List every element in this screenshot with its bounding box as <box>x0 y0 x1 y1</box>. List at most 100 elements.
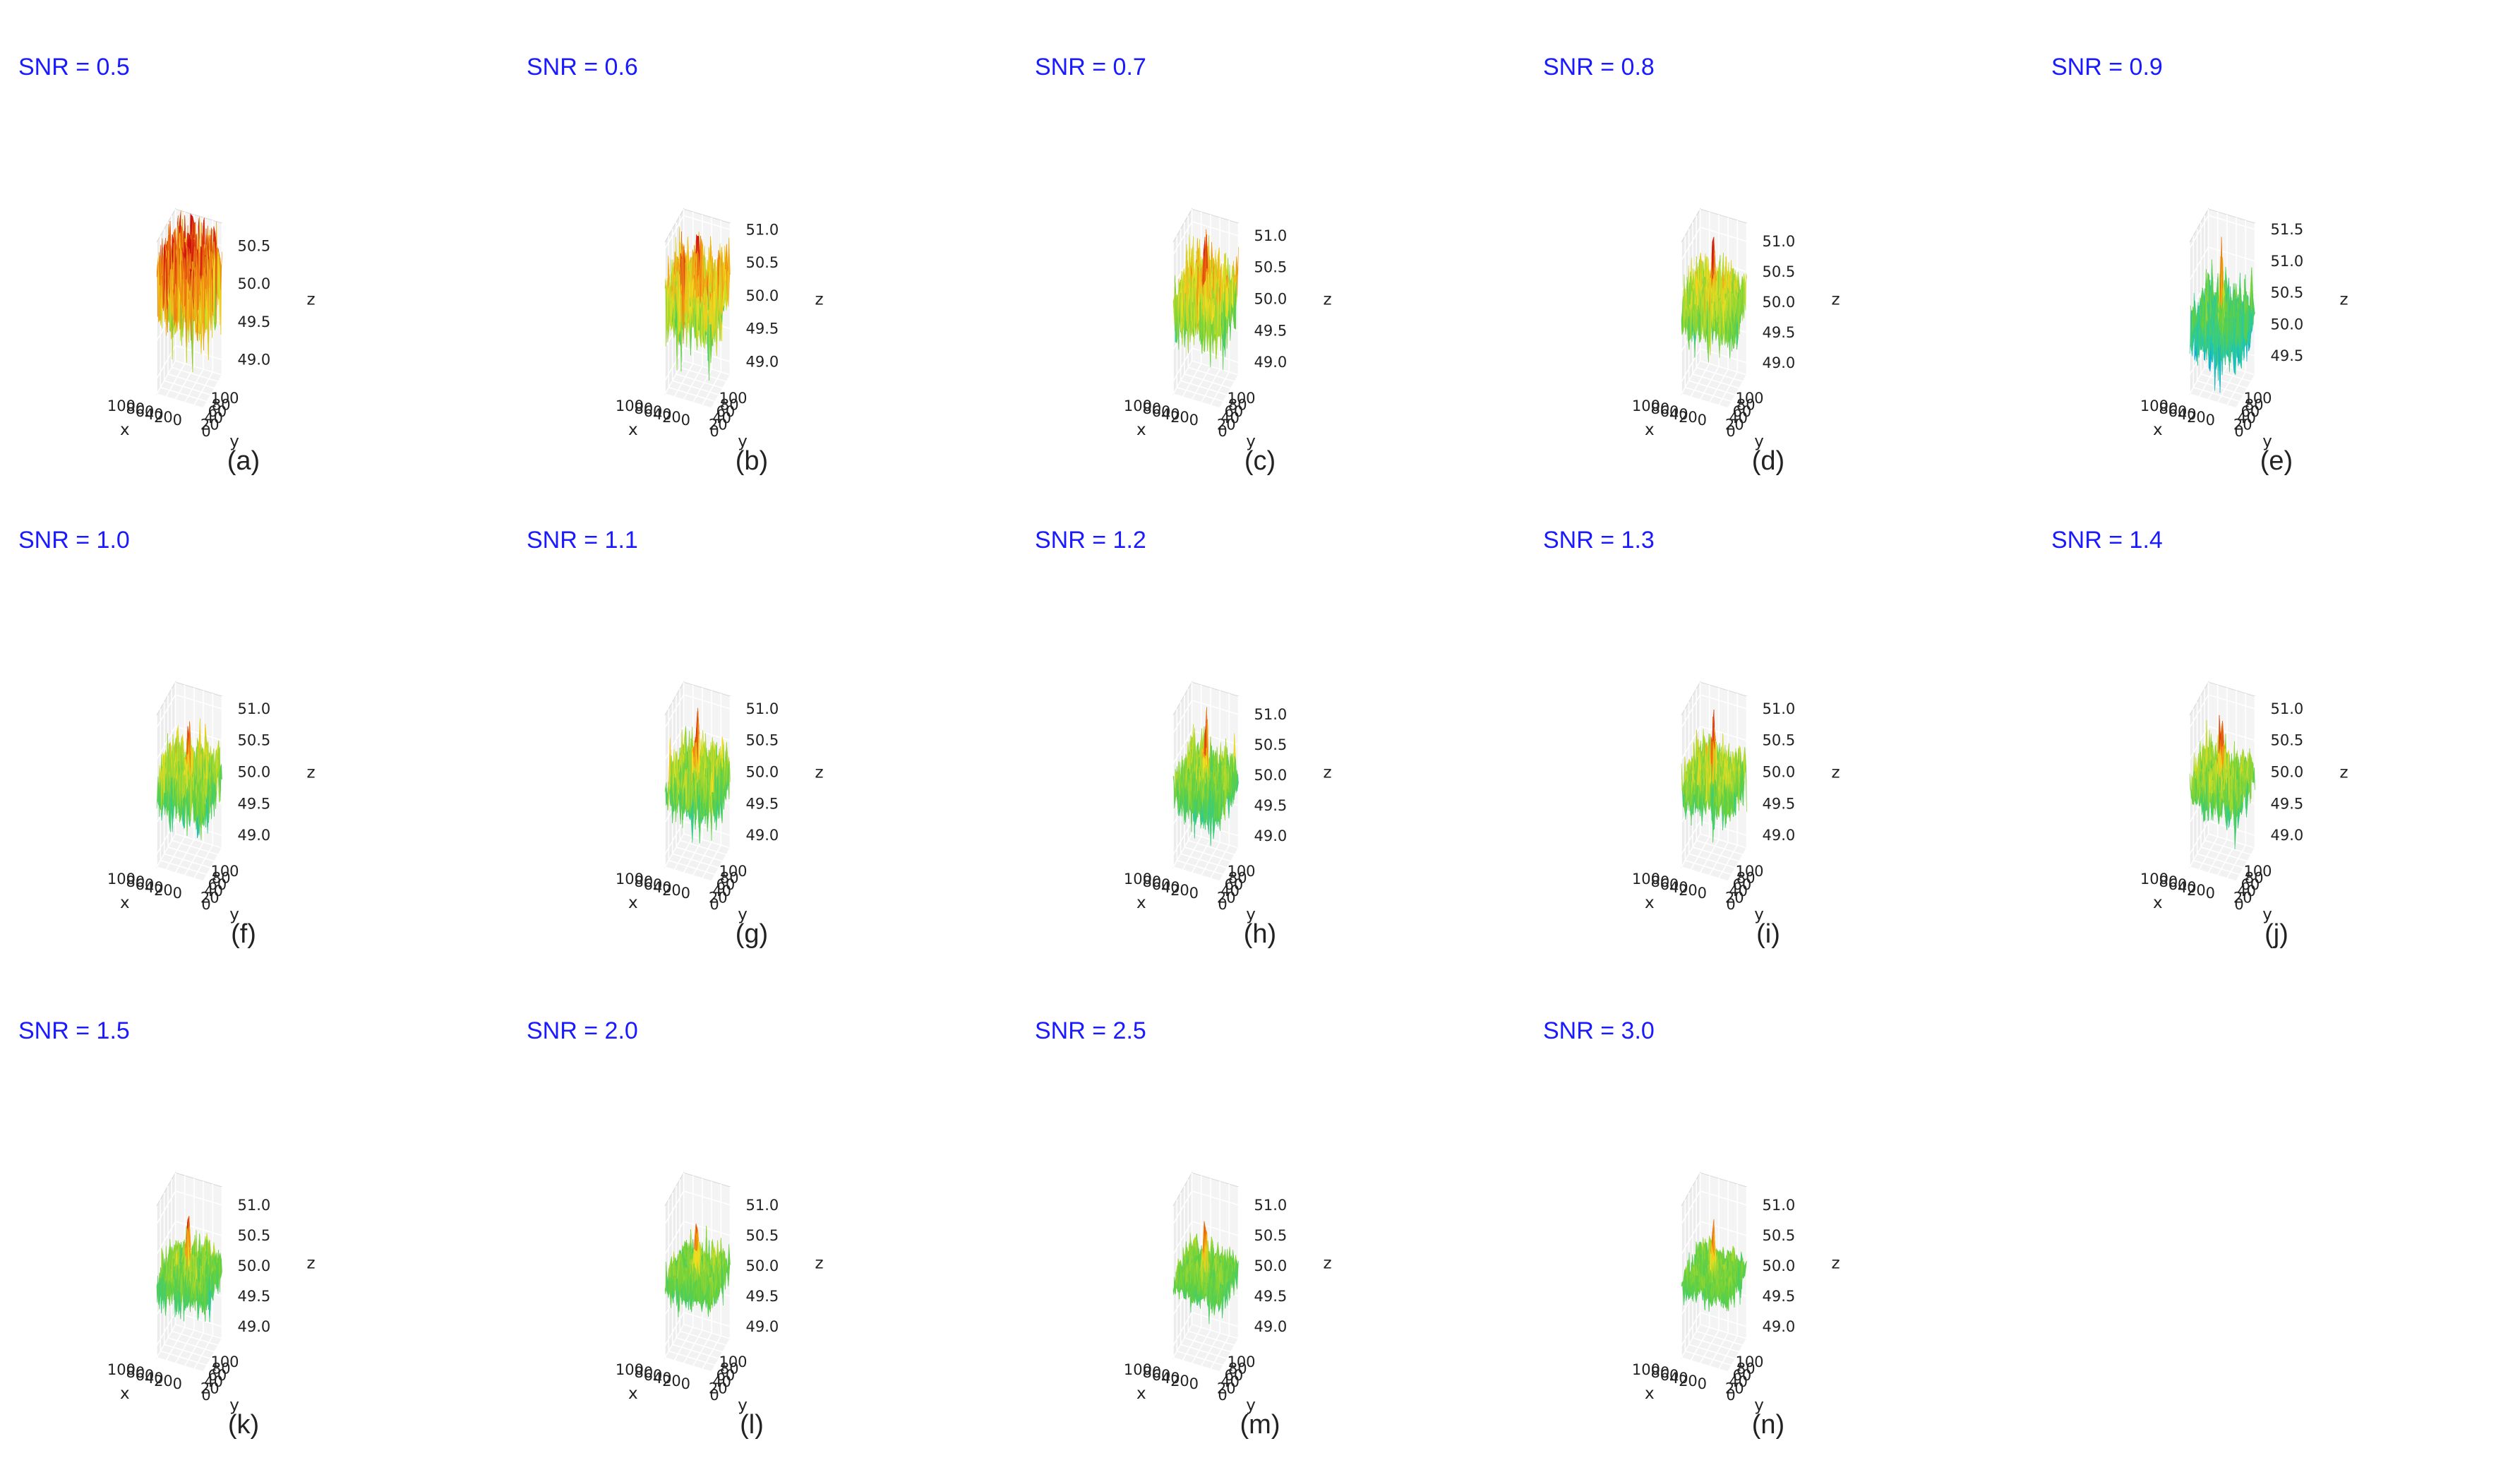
x-tick-label: 20 <box>662 409 681 426</box>
snr-title: SNR = 2.5 <box>1035 1017 1146 1044</box>
x-tick-label: 40 <box>145 1370 164 1387</box>
x-tick-label: 0 <box>2206 885 2215 902</box>
x-tick-label: 60 <box>644 876 663 893</box>
z-tick-label: 50.0 <box>2271 316 2304 333</box>
x-axis-label: x <box>628 894 638 912</box>
y-tick-label: 100 <box>210 1353 239 1370</box>
x-tick-label: 20 <box>1679 1373 1698 1390</box>
surface-panel: 02040608010002040608010049.049.550.050.5… <box>1543 54 1840 476</box>
x-axis-label: x <box>1645 894 1655 912</box>
y-tick-label: 100 <box>210 863 239 880</box>
x-tick-label: 0 <box>1698 1375 1707 1392</box>
panel-label: (e) <box>2260 446 2293 476</box>
x-tick-label: 0 <box>681 1375 690 1392</box>
z-tick-label: 49.5 <box>2271 795 2304 812</box>
z-tick-label: 49.0 <box>746 827 779 844</box>
y-tick-label: 100 <box>1735 390 1763 407</box>
x-tick-label: 60 <box>1660 876 1679 893</box>
x-tick-label: 20 <box>1679 409 1698 426</box>
z-tick-label: 50.5 <box>238 732 271 749</box>
x-tick-label: 80 <box>1142 873 1161 890</box>
z-tick-label: 50.0 <box>2271 764 2304 781</box>
y-tick-label: 20 <box>2233 417 2252 434</box>
snr-title: SNR = 1.3 <box>1543 527 1655 554</box>
z-axis-label: z <box>307 291 316 309</box>
y-tick-label: 0 <box>1218 1387 1227 1404</box>
y-tick-label: 20 <box>1217 417 1236 434</box>
z-tick-label: 51.0 <box>1254 706 1288 723</box>
y-axis-label: y <box>738 906 748 924</box>
y-tick-label: 80 <box>212 396 231 413</box>
z-axis-label: z <box>2340 291 2348 309</box>
x-tick-label: 60 <box>644 1367 663 1384</box>
y-axis-label: y <box>1246 906 1256 924</box>
x-tick-label: 100 <box>1632 1361 1660 1378</box>
y-tick-label: 20 <box>1217 1380 1236 1397</box>
z-tick-label: 49.5 <box>1763 795 1796 812</box>
z-tick-label: 50.5 <box>1254 259 1288 276</box>
z-tick-label: 50.5 <box>238 1227 271 1244</box>
z-tick-label: 51.0 <box>2271 253 2304 270</box>
y-tick-label: 100 <box>210 390 239 407</box>
z-tick-label: 50.0 <box>746 287 779 304</box>
x-axis-label: x <box>120 894 130 912</box>
x-tick-label: 80 <box>1142 400 1161 417</box>
y-axis-label: y <box>738 433 748 451</box>
z-tick-label: 49.5 <box>1254 322 1288 339</box>
z-tick-label: 51.0 <box>746 700 779 717</box>
z-axis-label: z <box>1324 764 1332 782</box>
x-axis-label: x <box>1136 894 1146 912</box>
x-tick-label: 20 <box>1170 1373 1189 1390</box>
y-axis-label: y <box>1754 1397 1764 1415</box>
z-tick-label: 49.5 <box>746 321 779 337</box>
y-tick-label: 100 <box>719 390 747 407</box>
x-tick-label: 20 <box>662 882 681 899</box>
y-tick-label: 40 <box>712 883 731 900</box>
y-tick-label: 100 <box>1735 863 1763 880</box>
z-tick-label: 50.0 <box>238 764 271 781</box>
y-tick-label: 60 <box>716 403 736 420</box>
y-tick-label: 60 <box>208 876 227 893</box>
y-tick-label: 0 <box>2234 423 2243 440</box>
y-tick-label: 0 <box>709 1387 719 1404</box>
y-axis-label: y <box>229 433 239 451</box>
z-axis-label: z <box>307 764 316 782</box>
surface-mesh <box>664 1224 731 1317</box>
x-tick-label: 60 <box>1152 1367 1171 1384</box>
surface-panel: 02040608010002040608010049.049.550.050.5… <box>18 1017 316 1440</box>
z-tick-label: 50.0 <box>1254 291 1288 308</box>
x-tick-label: 80 <box>1650 873 1669 890</box>
surface-mesh <box>1681 710 1747 843</box>
z-tick-label: 51.0 <box>746 1197 779 1214</box>
y-tick-label: 60 <box>1733 876 1752 893</box>
panel-label: (d) <box>1752 446 1784 476</box>
y-tick-label: 80 <box>1736 396 1756 413</box>
z-tick-label: 49.0 <box>1254 827 1288 844</box>
x-tick-label: 40 <box>2178 406 2197 423</box>
snr-title: SNR = 0.6 <box>527 54 638 80</box>
y-tick-label: 80 <box>720 1360 739 1377</box>
x-tick-label: 20 <box>1170 882 1189 899</box>
z-tick-label: 50.0 <box>238 1257 271 1274</box>
x-tick-label: 60 <box>1660 403 1679 420</box>
y-tick-label: 0 <box>1726 896 1735 913</box>
x-tick-label: 60 <box>644 403 663 420</box>
snr-title: SNR = 0.5 <box>18 54 130 80</box>
panel-label: (a) <box>227 446 260 476</box>
panel-label: (h) <box>1244 919 1276 949</box>
snr-title: SNR = 1.4 <box>2051 527 2163 554</box>
y-tick-label: 60 <box>1733 403 1752 420</box>
x-tick-label: 100 <box>616 871 644 888</box>
x-tick-label: 40 <box>653 1370 672 1387</box>
z-axis-label: z <box>1832 291 1840 309</box>
surface-mesh <box>156 718 222 840</box>
surface-panel: 02040608010002040608010049.550.050.551.0… <box>2051 54 2348 476</box>
z-tick-label: 50.0 <box>1254 767 1288 784</box>
x-axis-label: x <box>120 1385 130 1403</box>
z-tick-label: 49.5 <box>238 313 271 330</box>
y-tick-label: 40 <box>1729 883 1748 900</box>
surface-mesh <box>2189 715 2255 850</box>
z-tick-label: 50.0 <box>238 275 271 292</box>
z-axis-label: z <box>1832 1255 1840 1273</box>
surface-mesh <box>156 1216 222 1322</box>
